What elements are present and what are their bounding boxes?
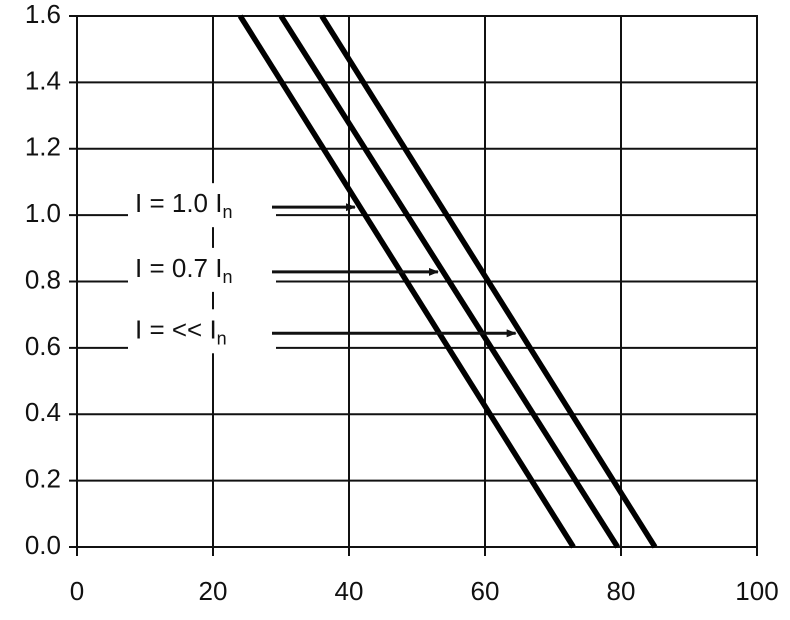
y-tick-label: 0.4: [25, 397, 61, 427]
x-tick-label: 60: [471, 576, 500, 606]
y-tick-label: 0.2: [25, 464, 61, 494]
data-line: [237, 14, 576, 549]
x-tick-label: 0: [70, 576, 84, 606]
plot-frame: [76, 15, 758, 548]
label-background: [128, 309, 276, 354]
x-tick-label: 40: [335, 576, 364, 606]
y-tick-label: 0.6: [25, 331, 61, 361]
y-tick-label: 0.0: [25, 530, 61, 560]
x-tick-label: 100: [735, 576, 778, 606]
y-tick-label: 1.2: [25, 132, 61, 162]
data-line: [278, 14, 620, 549]
y-tick-label: 0.8: [25, 264, 61, 294]
annotation-text: I = 1.0 I: [135, 188, 222, 218]
data-line: [319, 14, 658, 549]
annotation-text: I = 0.7 I: [135, 253, 222, 283]
label-background: [128, 183, 276, 228]
x-tick-label: 20: [199, 576, 228, 606]
x-tick-label: 80: [607, 576, 636, 606]
annotation-subscript: n: [222, 267, 232, 287]
annotation: I = 1.0 In: [135, 188, 232, 222]
annotation: I = 0.7 In: [135, 253, 232, 287]
annotation-text: I = << I: [135, 314, 217, 344]
annotation-subscript: n: [217, 328, 227, 348]
y-tick-label: 1.6: [25, 0, 61, 29]
y-tick-label: 1.0: [25, 198, 61, 228]
annotation-subscript: n: [222, 202, 232, 222]
annotation: I = << In: [135, 314, 227, 348]
label-background: [128, 247, 276, 292]
y-tick-label: 1.4: [25, 65, 61, 95]
